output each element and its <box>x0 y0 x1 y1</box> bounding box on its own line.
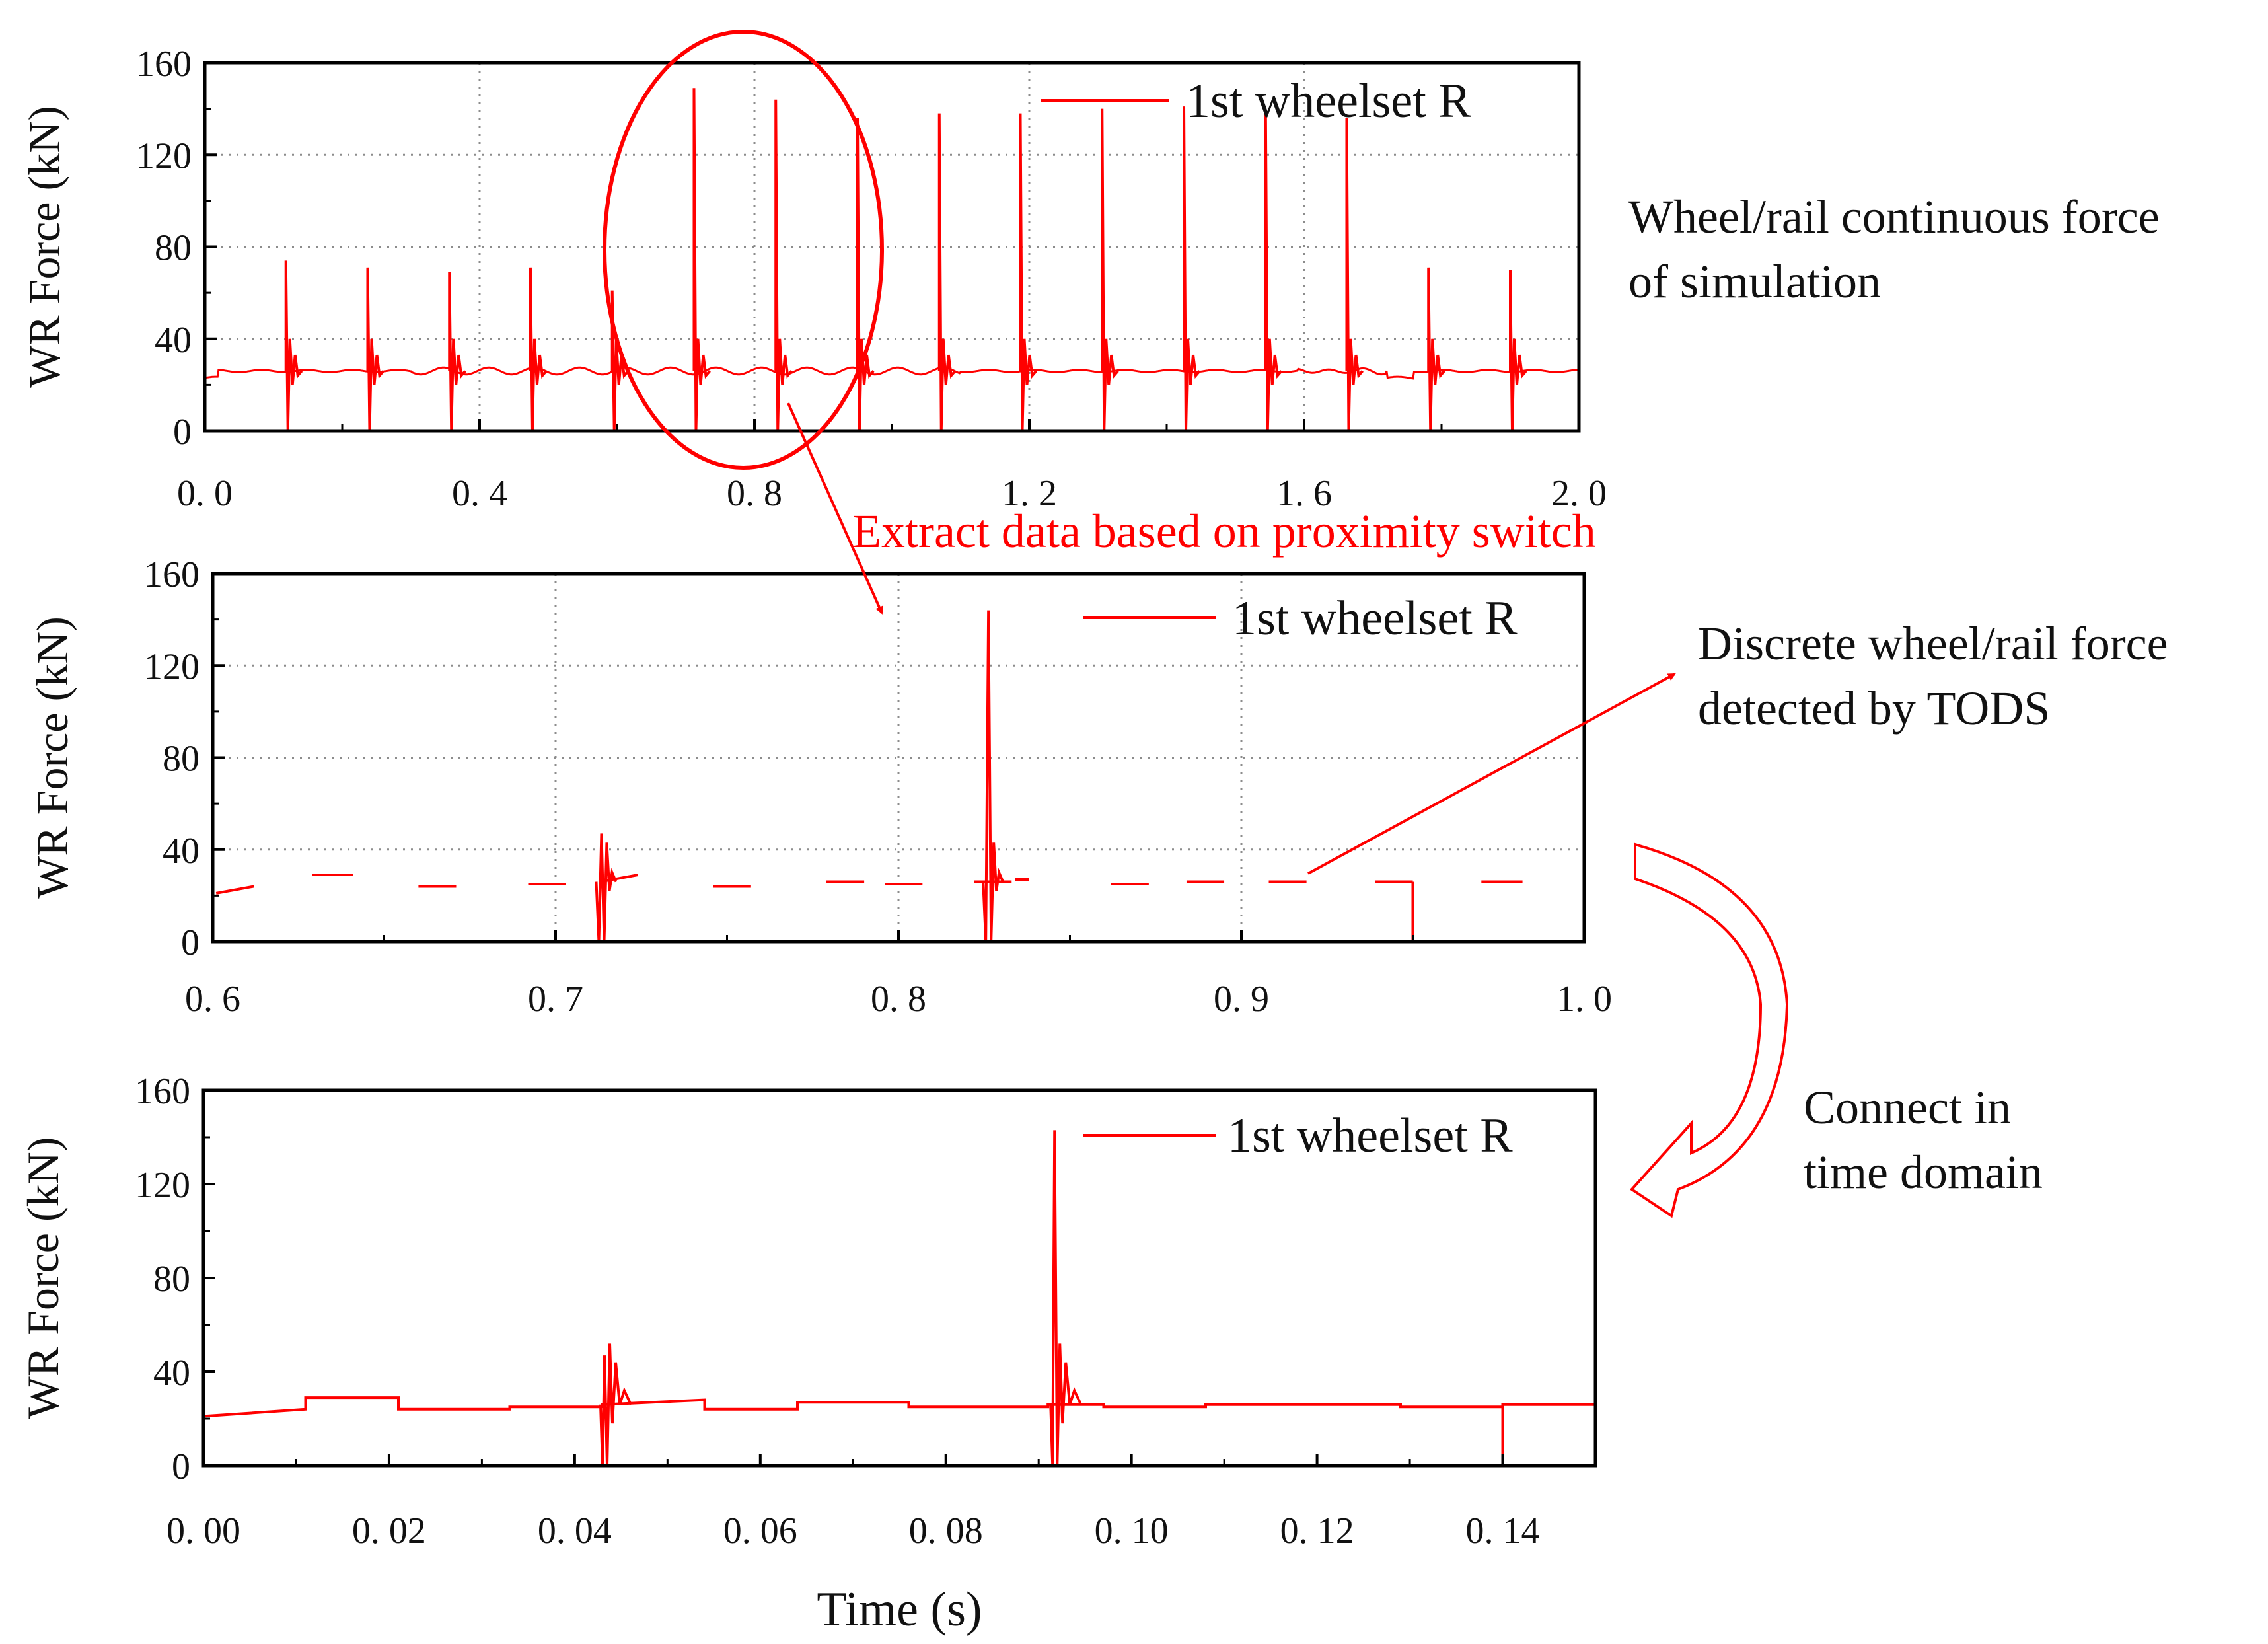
legend-entry: 1st wheelset R <box>1227 1109 1513 1163</box>
x-tick-label: 0. 8 <box>871 979 926 1020</box>
data-segment <box>215 885 254 895</box>
impact-spike <box>1019 113 1037 431</box>
extract-arrow <box>787 402 883 615</box>
x-tick-label: 0. 4 <box>452 473 507 514</box>
y-axis-label: WR Force (kN) <box>19 106 69 388</box>
y-axis-label: WR Force (kN) <box>27 616 77 899</box>
annotation-connect-line2: time domain <box>1804 1146 2043 1199</box>
impact-spike <box>529 267 548 431</box>
series-1st-wheelset-r <box>203 1130 1595 1466</box>
x-tick-label: 0. 06 <box>723 1511 797 1551</box>
series-line <box>203 1396 1595 1418</box>
series-1st-wheelset-r <box>215 610 1523 942</box>
y-tick-label: 120 <box>144 646 200 687</box>
y-tick-label: 160 <box>144 554 200 595</box>
y-tick-label: 40 <box>153 1353 190 1394</box>
y-tick-label: 80 <box>155 228 192 269</box>
x-tick-label: 1. 0 <box>1556 979 1612 1020</box>
annotation-continuous-line1: Wheel/rail continuous force <box>1628 190 2160 243</box>
x-tick-label: 0. 8 <box>727 473 782 514</box>
annotation-discrete-line2: detected by TODS <box>1698 682 2050 735</box>
series-1st-wheelset-r <box>204 88 1579 431</box>
x-tick-label: 0. 14 <box>1466 1511 1540 1551</box>
impact-spike <box>1509 270 1527 431</box>
chart-panel-discrete-force: 0. 6 0. 7 0. 8 0. 9 1. 0 0 40 80 120 160 WR Force … <box>27 554 1612 1020</box>
x-tick-label: 0. 6 <box>185 979 240 1020</box>
annotation-extract: Extract data based on proximity switch <box>852 505 1596 558</box>
legend-entry: 1st wheelset R <box>1232 591 1518 646</box>
chart-panel-continuous-force: 0. 0 0. 4 0. 8 1. 2 1. 6 2. 0 0 40 80 120 160 WR Fo… <box>19 44 1607 514</box>
y-tick-label: 160 <box>136 44 192 85</box>
x-tick-label: 1. 6 <box>1276 473 1332 514</box>
y-tick-label: 160 <box>135 1071 190 1112</box>
x-tick-label: 2. 0 <box>1551 473 1607 514</box>
annotation-connect-line1: Connect in <box>1804 1081 2011 1134</box>
impact-spike <box>284 260 303 431</box>
x-tick-label: 0. 12 <box>1280 1511 1354 1551</box>
impact-spike <box>595 833 618 942</box>
series-line <box>204 366 1579 380</box>
tods-arrow <box>1307 673 1676 875</box>
x-tick-label: 0. 7 <box>528 979 583 1020</box>
impact-spike <box>366 267 384 431</box>
connect-curved-arrow <box>1629 842 1789 1218</box>
y-tick-label: 40 <box>163 831 200 872</box>
y-tick-label: 120 <box>135 1165 190 1206</box>
x-tick-label: 0. 9 <box>1214 979 1269 1020</box>
impact-spike <box>937 113 957 431</box>
impact-spike <box>692 88 711 431</box>
y-axis-label: WR Force (kN) <box>18 1137 68 1419</box>
x-tick-label: 0. 0 <box>177 473 233 514</box>
x-tick-label: 0. 10 <box>1095 1511 1169 1551</box>
chart-panel-connected-force: 0. 00 0. 02 0. 04 0. 06 0. 08 0. 10 0. 12 0. 14… <box>18 1071 1597 1637</box>
impact-spike <box>1049 1130 1083 1466</box>
y-tick-label: 80 <box>163 739 200 780</box>
y-tick-label: 80 <box>153 1259 190 1300</box>
highlight-ellipse <box>603 30 884 470</box>
x-tick-label: 0. 02 <box>352 1511 426 1551</box>
impact-spike <box>774 99 793 431</box>
impact-spike <box>1101 108 1119 431</box>
impact-spike <box>448 272 466 431</box>
impact-spike <box>1183 106 1201 431</box>
annotation-continuous-line2: of simulation <box>1628 255 1881 308</box>
impact-spike <box>1345 118 1364 431</box>
y-tick-label: 120 <box>136 135 192 176</box>
x-tick-label: 0. 08 <box>909 1511 983 1551</box>
impact-spike <box>1427 267 1445 431</box>
impact-spike <box>982 610 1005 942</box>
x-tick-label: 1. 2 <box>1002 473 1057 514</box>
impact-spike <box>599 1343 632 1466</box>
x-tick-label: 0. 00 <box>166 1511 240 1551</box>
y-tick-label: 0 <box>181 922 200 963</box>
y-tick-label: 0 <box>173 412 192 453</box>
annotation-discrete-line1: Discrete wheel/rail force <box>1698 617 2168 670</box>
impact-spike <box>1264 111 1283 431</box>
y-tick-label: 0 <box>172 1446 190 1487</box>
legend-entry: 1st wheelset R <box>1186 74 1471 128</box>
y-tick-label: 40 <box>155 320 192 361</box>
x-tick-label: 0. 04 <box>538 1511 612 1551</box>
x-axis-label: Time (s) <box>817 1583 982 1637</box>
